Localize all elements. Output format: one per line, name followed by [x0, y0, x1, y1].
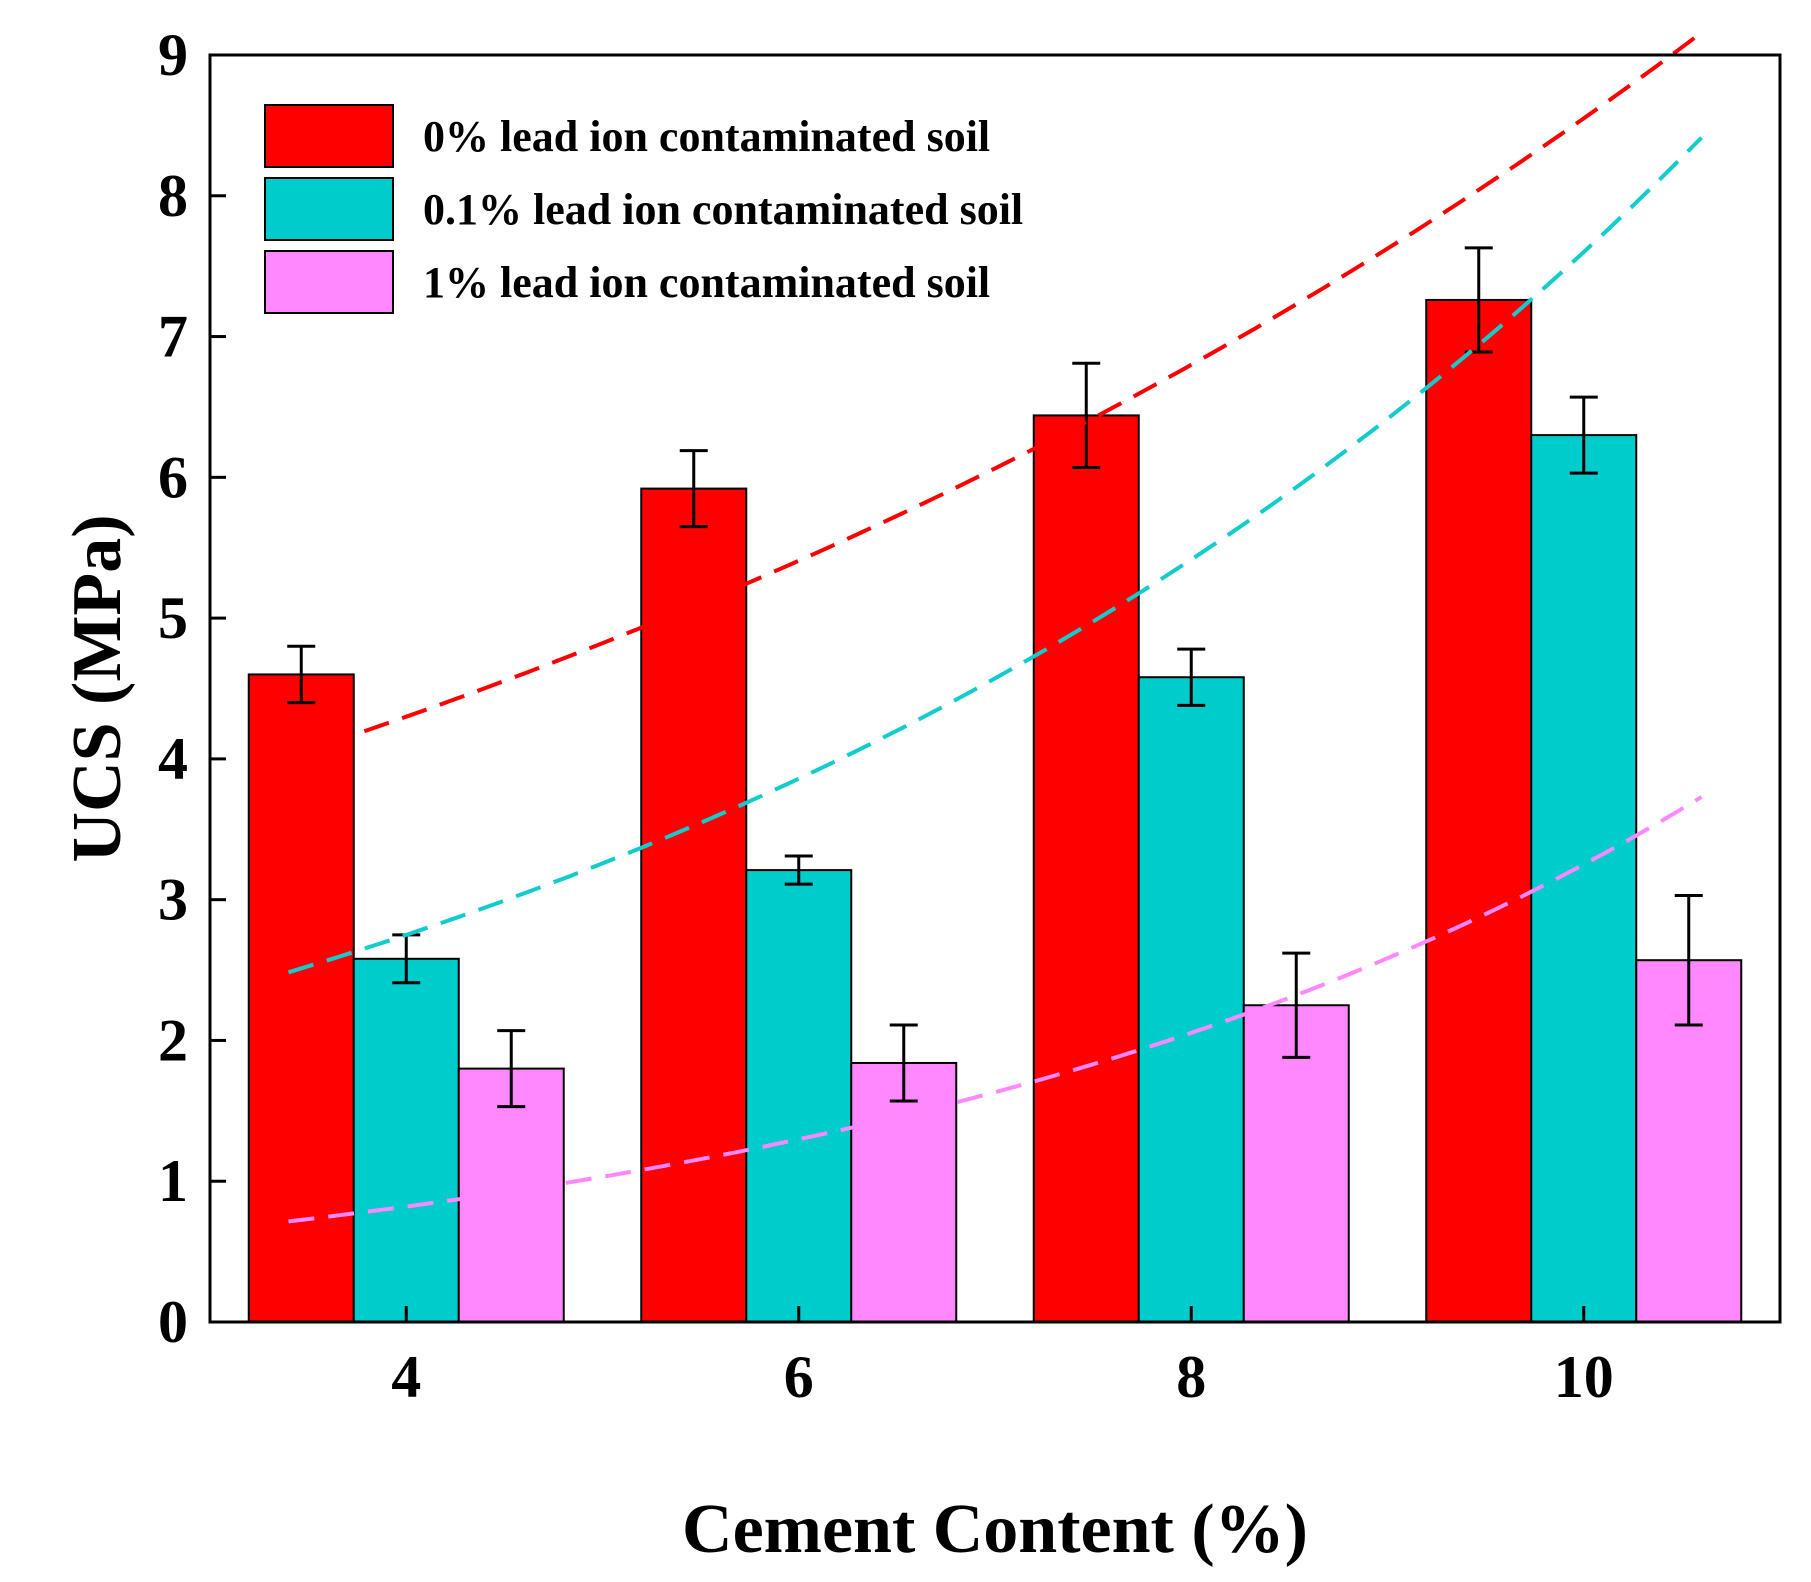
- y-tick-label-9: 9: [158, 22, 188, 88]
- legend-swatch-series3: [264, 250, 394, 314]
- legend-swatch-series2: [264, 177, 394, 241]
- legend-label-series2: 0.1% lead ion contaminated soil: [423, 185, 1023, 234]
- bar-series1-4: [247, 673, 355, 1323]
- y-axis-title: UCS (MPa): [59, 515, 136, 863]
- x-tick-label-6: 6: [784, 1344, 814, 1410]
- bar-series3-4: [457, 1067, 565, 1323]
- trend-line-series2: [287, 136, 1703, 975]
- bar-series2-10: [1530, 434, 1638, 1324]
- bar-series1-10: [1425, 298, 1533, 1324]
- y-tick-label-2: 2: [158, 1007, 188, 1073]
- x-tick-label-4: 4: [391, 1344, 421, 1410]
- y-tick-label-3: 3: [158, 867, 188, 933]
- y-tick-label-6: 6: [158, 444, 188, 510]
- bar-series2-8: [1137, 676, 1245, 1323]
- x-tick-label-10: 10: [1554, 1344, 1614, 1410]
- bar-series2-4: [352, 957, 460, 1323]
- bars-layer: [247, 298, 1743, 1324]
- error-bars-layer: [287, 246, 1703, 1109]
- legend-label-series1: 0% lead ion contaminated soil: [423, 112, 990, 161]
- trend-line-series3: [288, 795, 1703, 1224]
- y-tick-label-4: 4: [158, 726, 188, 792]
- y-tick-label-0: 0: [158, 1289, 188, 1355]
- x-axis: 4 6 8 10: [391, 1306, 1614, 1410]
- legend: 0% lead ion contaminated soil 0.1% lead i…: [264, 104, 1023, 314]
- plot-area-frame: [208, 53, 1782, 1324]
- trend-lines-layer: [287, 31, 1703, 1224]
- legend-label-series3: 1% lead ion contaminated soil: [423, 258, 990, 307]
- bar-series1-8: [1032, 414, 1140, 1323]
- x-tick-label-8: 8: [1176, 1344, 1206, 1410]
- y-tick-label-5: 5: [158, 585, 188, 651]
- bar-series2-6: [745, 869, 853, 1323]
- y-axis: 0 1 2 3 4 5 6 7 8 9: [158, 22, 226, 1355]
- y-tick-label-7: 7: [158, 304, 188, 370]
- trend-line-series1: [287, 31, 1703, 759]
- y-tick-label-8: 8: [158, 163, 188, 229]
- bar-series1-6: [640, 487, 748, 1323]
- y-tick-label-1: 1: [158, 1148, 188, 1214]
- x-axis-title: Cement Content (%): [682, 1491, 1308, 1568]
- legend-swatch-series1: [264, 104, 394, 168]
